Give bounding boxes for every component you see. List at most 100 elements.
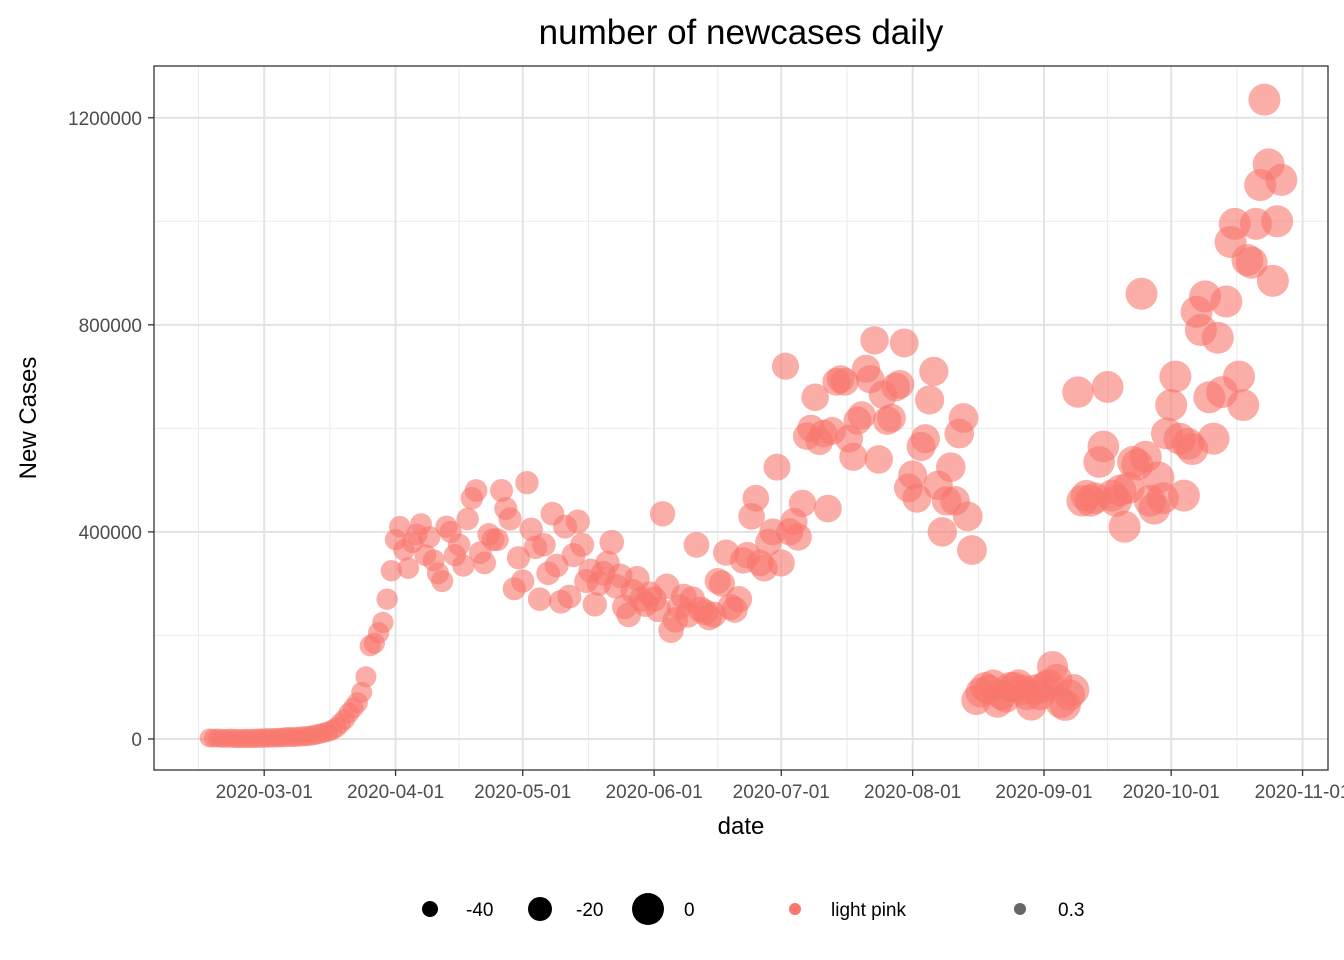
data-point [877,403,906,433]
data-point [801,383,829,412]
data-point [1091,371,1124,403]
data-point [1256,264,1289,297]
x-tick-label: 2020-10-01 [1123,782,1220,803]
data-point [957,535,987,565]
data-point [1062,376,1094,408]
data-point [1210,285,1243,318]
data-point [1155,389,1188,422]
data-point [914,385,945,415]
data-point [910,424,940,454]
data-point [389,515,411,538]
data-point [511,569,535,593]
data-point [599,529,625,555]
chart-title: number of newcases daily [539,13,944,52]
legend-size-label: 0 [684,900,695,921]
data-point [839,442,868,471]
data-point [506,546,531,570]
data-point [397,557,420,579]
x-tick-label: 2020-08-01 [864,782,961,803]
x-tick-label: 2020-03-01 [216,782,313,803]
data-point [582,592,607,617]
data-point [830,367,859,396]
data-point [1201,321,1234,354]
data-point [1108,510,1141,543]
data-point [898,460,928,490]
legend-size-label: -40 [466,900,493,921]
data-point [456,507,479,531]
y-tick-label: 1200000 [68,109,142,130]
data-point [1265,163,1298,196]
data-point [452,554,475,577]
data-point [527,587,552,611]
legend-color-key [789,903,801,915]
data-point [1248,83,1281,116]
data-point [519,517,543,542]
data-point [847,401,876,430]
legend-size-key [422,901,438,917]
data-point [814,494,842,523]
data-point [1159,360,1192,393]
data-point [767,549,795,577]
y-tick-label: 800000 [79,316,142,337]
axes: 2020-03-01 2020-04-01 2020-05-01 2020-06-01… [68,109,1344,803]
data-point [1227,389,1260,422]
grid [154,66,1328,770]
data-point [473,551,496,575]
legend-size-key [632,893,664,925]
data-point [376,588,398,610]
data-point [490,478,514,502]
data-point [864,445,893,474]
x-tick-label: 2020-09-01 [995,782,1092,803]
plot-panel [154,66,1328,770]
data-point [927,517,958,547]
plot-border [153,65,1329,771]
data-point [860,326,889,355]
data-point [1261,205,1294,238]
data-point [372,611,394,634]
data-point [532,533,556,557]
data-point [1125,277,1158,310]
data-point [889,328,919,358]
data-point [649,501,676,527]
y-axis-title: New Cases [15,357,42,480]
data-point [708,570,736,597]
x-tick-label: 2020-07-01 [733,782,830,803]
data-point [919,356,949,387]
x-tick-label: 2020-06-01 [606,782,703,803]
data-point [1222,360,1255,393]
data-point [447,533,471,557]
legend-size-key [528,897,552,921]
data-point [557,584,582,609]
legend-alpha-key [1014,903,1026,915]
data-point [683,531,710,558]
y-tick-label: 0 [131,730,142,751]
data-point [355,666,377,688]
data-point [1235,246,1268,279]
data-point [1167,479,1200,512]
data-point [464,479,488,502]
data-point [788,489,817,518]
data-point [569,532,595,557]
data-point [1087,430,1120,463]
legend-size-label: -20 [576,900,603,921]
data-point [742,484,770,512]
data-point [485,528,509,552]
x-tick-label: 2020-05-01 [474,782,571,803]
data-points [199,83,1298,749]
data-point [418,526,441,549]
data-point [380,559,403,582]
x-tick-label: 2020-04-01 [347,782,444,803]
data-point [498,507,522,531]
data-point [725,585,753,613]
data-point [1197,422,1230,455]
data-point [763,453,791,481]
y-tick-label: 400000 [79,523,142,544]
data-point [902,483,932,513]
data-point [771,352,800,380]
x-axis-title: date [718,813,765,840]
legend: -40 -20 0 light pink 0.3 [422,893,1084,925]
data-point [1058,674,1090,706]
data-point [784,523,812,551]
data-point [948,403,979,433]
